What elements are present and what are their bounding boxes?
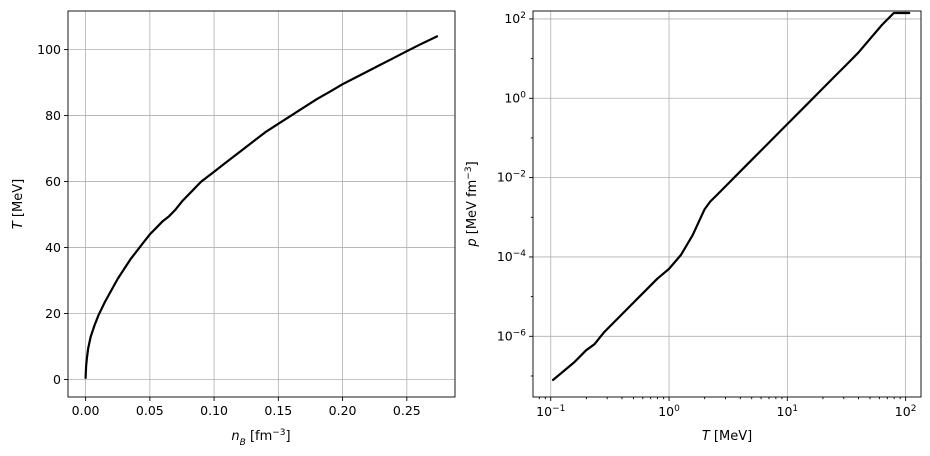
- right-y-tick-label: 102: [504, 11, 526, 26]
- left-axes-frame: [67, 10, 456, 398]
- left-x-tick-label: 0.25: [393, 403, 421, 418]
- right-ticks: 10−1 100 101 102 10−6 10−4 10−2 100 102: [497, 11, 917, 419]
- left-y-tick-label: 40: [45, 240, 61, 255]
- right-y-axis-label: p [MeV fm−3]: [464, 161, 480, 247]
- left-x-tick-label: 0.00: [72, 403, 100, 418]
- right-x-tick-label: 101: [777, 404, 799, 419]
- right-grid: [533, 11, 921, 397]
- left-ticks: 0.00 0.05 0.10 0.15 0.20 0.25 0 20 40 60 80 100: [37, 42, 421, 418]
- right-x-tick-label: 102: [895, 404, 917, 419]
- right-series-line: [552, 11, 911, 381]
- right-x-axis-label: T [MeV]: [702, 429, 752, 444]
- right-y-tick-label: 10−6: [497, 328, 526, 343]
- left-x-tick-label: 0.10: [200, 403, 228, 418]
- left-x-axis-label: nB [fm−3]: [231, 428, 290, 448]
- right-x-tick-label: 100: [658, 404, 680, 419]
- left-y-tick-label: 0: [53, 372, 61, 387]
- right-axes-frame: [532, 10, 922, 398]
- right-y-tick-label: 100: [504, 90, 526, 105]
- left-x-tick-label: 0.20: [329, 403, 357, 418]
- right-y-tick-label: 10−4: [497, 249, 526, 264]
- left-y-axis-label: T [MeV]: [11, 179, 26, 229]
- left-y-tick-label: 20: [45, 306, 61, 321]
- left-y-tick-label: 80: [45, 108, 61, 123]
- left-x-tick-label: 0.05: [136, 403, 164, 418]
- left-grid: [68, 11, 455, 397]
- left-plot: 0.00 0.05 0.10 0.15 0.20 0.25 0 20 40 60 80 100 nB …: [11, 10, 456, 448]
- left-x-tick-label: 0.15: [264, 403, 292, 418]
- left-series-line: [84, 35, 439, 379]
- right-x-tick-label: 10−1: [536, 404, 565, 419]
- right-y-tick-label: 10−2: [497, 170, 526, 185]
- left-y-tick-label: 100: [37, 42, 61, 57]
- left-y-tick-label: 60: [45, 174, 61, 189]
